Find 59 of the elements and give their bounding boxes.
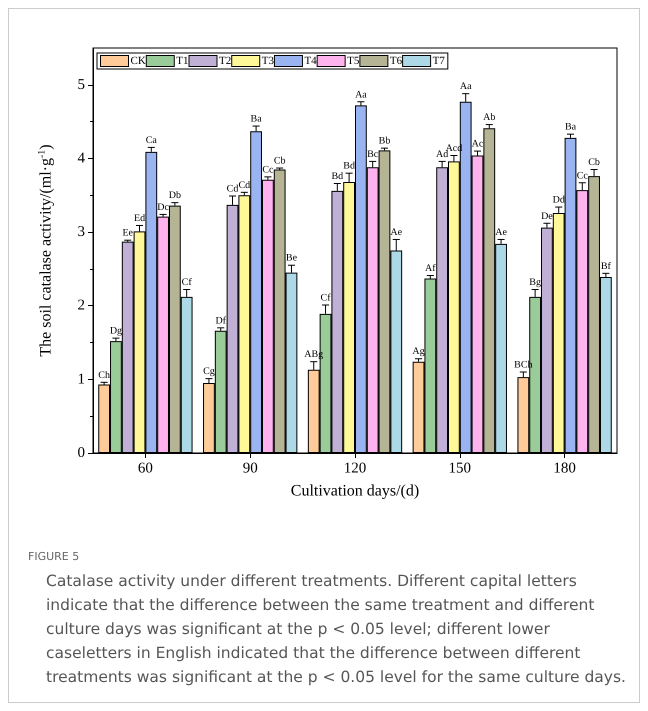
legend-label: T5	[347, 55, 360, 67]
legend-label: T3	[262, 55, 274, 67]
data-label: Ee	[122, 228, 134, 239]
data-label: Aa	[355, 89, 368, 100]
data-label: Aa	[460, 81, 472, 92]
data-label: Cf	[320, 292, 332, 304]
legend-label: T6	[390, 55, 403, 67]
x-tick-label: 60	[138, 460, 153, 476]
text: Catalase activity under different treatments. Different capital letters indicate that the difference between the same treatment and different culture days was significant at the p < 0.05 level; different lower caseletters in English indicated that the difference between different treatments was significant at the p < 0.05 level for the same culture days.	[46, 571, 626, 688]
data-label: Cf	[182, 277, 192, 288]
x-tick-label: 120	[344, 460, 366, 476]
y-tick-label: 5	[78, 76, 85, 93]
y-tick-label: 2	[78, 298, 85, 314]
data-label: Ba	[564, 122, 577, 133]
data-label: Ag	[412, 346, 425, 358]
x-tick-label: 180	[553, 460, 576, 476]
data-label: Cd	[226, 184, 238, 195]
x-tick-label: 150	[448, 460, 472, 476]
y-tick-label: 4	[78, 150, 86, 166]
data-label: Ae	[495, 226, 508, 238]
data-label: Bc	[367, 148, 379, 160]
data-label: Cb	[274, 156, 286, 167]
data-label: Cc	[262, 164, 274, 176]
legend-label: T7	[432, 55, 446, 67]
data-label: Cb	[588, 157, 600, 168]
data-label: Bg	[529, 277, 541, 288]
legend-label: T2	[219, 55, 232, 67]
data-label: Ac	[472, 138, 484, 150]
data-label: Be	[286, 252, 298, 264]
x-axis-title: Cultivation days/(d)	[290, 482, 420, 500]
legend-label: T1	[176, 55, 189, 67]
data-label: Bb	[378, 136, 390, 147]
data-label: Ba	[250, 114, 262, 125]
y-axis-title: The soil catalase activity/(ml·g-1)	[36, 144, 54, 357]
data-label: Dg	[110, 326, 122, 337]
data-label: Dc	[157, 202, 170, 213]
data-label: Af	[425, 263, 436, 274]
data-label: Ae	[390, 226, 403, 238]
data-label: Db	[168, 190, 181, 202]
legend-label: T4	[304, 55, 318, 67]
y-tick-label: 1	[78, 371, 85, 388]
data-label: Ad	[436, 148, 448, 160]
data-label: De	[541, 210, 554, 222]
data-label: Cg	[203, 366, 215, 378]
data-label: Ch	[98, 370, 110, 381]
data-label: Df	[215, 315, 227, 326]
data-label: Ca	[146, 134, 158, 146]
y-tick-label: 0	[78, 445, 85, 461]
x-tick-label: 90	[242, 460, 258, 476]
text: FIGURE 5	[28, 550, 80, 563]
data-label: Ed	[134, 212, 146, 224]
legend-label: CK	[130, 55, 146, 67]
data-label: Bf	[600, 260, 612, 272]
data-label: Bd	[331, 170, 344, 182]
data-label: Ab	[483, 112, 496, 124]
data-label: Cc	[576, 170, 588, 182]
y-tick-label: 3	[78, 224, 85, 240]
data-label: Cd	[238, 180, 250, 191]
data-label: Bd	[343, 160, 355, 172]
